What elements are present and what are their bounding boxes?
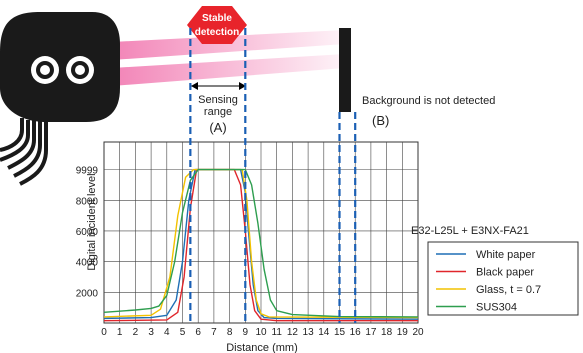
x-tick-label: 3	[148, 327, 154, 338]
x-tick-label: 9	[243, 327, 249, 338]
x-tick-label: 5	[180, 327, 186, 338]
y-tick-label: 4000	[76, 258, 99, 269]
x-tick-label: 19	[397, 327, 409, 338]
y-tick-label: 8000	[76, 196, 99, 207]
background-object	[339, 28, 351, 112]
x-tick-label: 1	[117, 327, 123, 338]
sensing-range-label: Sensing	[198, 94, 238, 106]
chart-grid	[103, 141, 419, 324]
x-tick-label: 13	[303, 327, 315, 338]
legend: White paper Black paper Glass, t = 0.7 SUS3…	[436, 249, 541, 314]
y-axis-label: Digital incident level	[86, 173, 98, 270]
stable-detection-label-2: detection	[195, 27, 239, 38]
x-tick-label: 20	[412, 327, 424, 338]
legend-label-3: SUS304	[476, 302, 517, 314]
y-tick-label: 9999	[76, 166, 99, 177]
chart-ticks: 0 1 2 3 4 5 6 7 8 9 10 11 12 13 14 15 16 17 18 19 2020004000…	[76, 166, 424, 338]
background-note: Background is not detected	[362, 95, 495, 107]
x-tick-label: 10	[255, 327, 267, 338]
received-beam	[112, 54, 345, 86]
x-tick-label: 4	[164, 327, 170, 338]
stable-detection-label: Stable	[202, 13, 232, 24]
x-tick-label: 0	[101, 327, 107, 338]
sensing-range-bracket	[191, 82, 246, 90]
x-tick-label: 14	[318, 327, 330, 338]
range-markers	[189, 28, 357, 323]
sensor-head-icon	[0, 12, 120, 186]
x-tick-label: 11	[272, 327, 283, 338]
model-label: E32-L25L + E3NX-FA21	[411, 225, 529, 237]
x-tick-label: 7	[211, 327, 217, 338]
x-tick-label: 16	[350, 327, 362, 338]
x-tick-label: 2	[133, 327, 139, 338]
chart-series	[103, 168, 419, 322]
y-tick-label: 2000	[76, 288, 99, 299]
marker-a: (A)	[209, 120, 226, 135]
marker-b: (B)	[372, 113, 389, 128]
x-tick-label: 8	[227, 327, 233, 338]
x-tick-label: 12	[287, 327, 299, 338]
series-line-3	[103, 168, 419, 318]
stable-detection-arrow	[187, 6, 247, 44]
x-tick-label: 17	[365, 327, 377, 338]
x-tick-label: 18	[381, 327, 393, 338]
x-tick-label: 6	[195, 327, 201, 338]
legend-label-1: Black paper	[476, 267, 534, 279]
x-tick-label: 15	[334, 327, 346, 338]
legend-label-2: Glass, t = 0.7	[476, 284, 541, 296]
y-tick-label: 6000	[76, 227, 99, 238]
series-line-1	[103, 168, 418, 322]
legend-label-0: White paper	[476, 249, 536, 261]
sensing-range-label-2: range	[204, 106, 232, 118]
emitted-beam	[112, 30, 345, 60]
x-axis-label: Distance (mm)	[226, 342, 298, 353]
